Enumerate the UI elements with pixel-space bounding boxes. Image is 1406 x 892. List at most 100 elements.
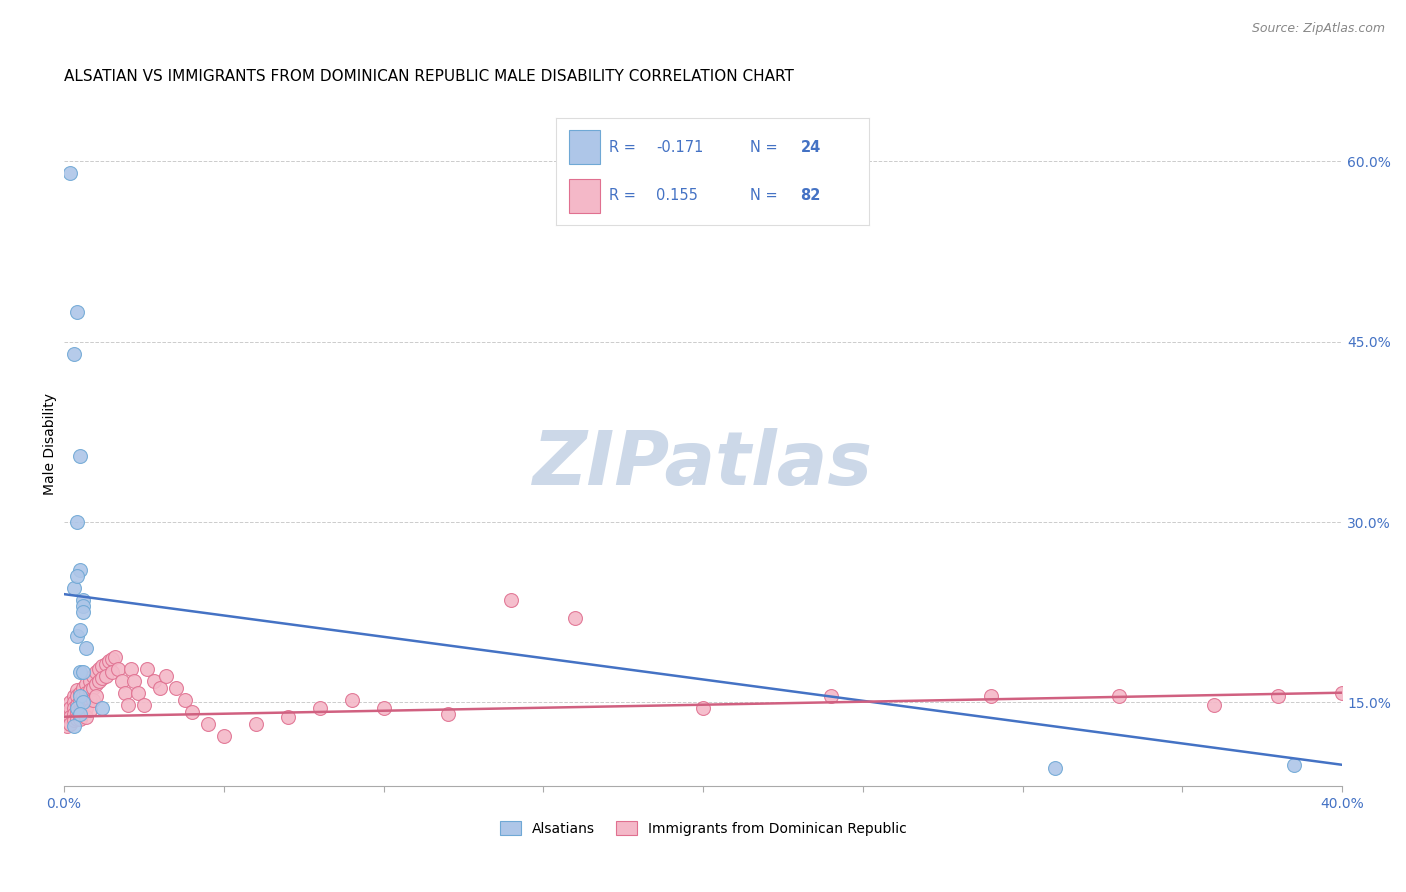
Point	[66, 701, 89, 715]
Point	[79, 673, 101, 688]
Point	[75, 686, 97, 700]
Point	[174, 693, 197, 707]
Point	[127, 686, 149, 700]
Point	[69, 563, 91, 577]
Point	[1284, 757, 1306, 772]
Point	[59, 701, 82, 715]
Point	[820, 690, 842, 704]
Point	[89, 673, 111, 688]
Point	[101, 652, 124, 666]
Point	[104, 649, 127, 664]
Point	[66, 683, 89, 698]
Point	[980, 690, 1002, 704]
Point	[212, 729, 235, 743]
Point	[91, 701, 114, 715]
Legend: Alsatians, Immigrants from Dominican Republic: Alsatians, Immigrants from Dominican Rep…	[495, 815, 912, 841]
Point	[59, 717, 82, 731]
Point	[72, 690, 94, 704]
Point	[79, 693, 101, 707]
Point	[66, 705, 89, 719]
Point	[84, 665, 107, 680]
Point	[72, 698, 94, 712]
Point	[94, 657, 117, 671]
Point	[132, 698, 155, 712]
Point	[66, 569, 89, 583]
Point	[101, 665, 124, 680]
Point	[91, 671, 114, 685]
Point	[340, 693, 363, 707]
Point	[82, 669, 104, 683]
Point	[114, 686, 136, 700]
Point	[1108, 690, 1130, 704]
Point	[120, 662, 142, 676]
Point	[56, 707, 79, 722]
Point	[69, 707, 91, 722]
Point	[84, 690, 107, 704]
Point	[277, 710, 299, 724]
Point	[1331, 686, 1354, 700]
Point	[62, 701, 84, 715]
Point	[62, 581, 84, 595]
Point	[72, 705, 94, 719]
Point	[69, 624, 91, 638]
Point	[79, 702, 101, 716]
Point	[59, 166, 82, 180]
Point	[62, 690, 84, 704]
Point	[136, 662, 159, 676]
Point	[149, 681, 172, 695]
Point	[117, 698, 139, 712]
Point	[75, 710, 97, 724]
Point	[66, 712, 89, 726]
Point	[97, 655, 120, 669]
Point	[107, 662, 129, 676]
Point	[72, 681, 94, 695]
Point	[165, 681, 187, 695]
Point	[62, 714, 84, 728]
Point	[1204, 698, 1226, 712]
Point	[69, 695, 91, 709]
Point	[59, 710, 82, 724]
Point	[1267, 690, 1289, 704]
Point	[59, 695, 82, 709]
Point	[62, 347, 84, 361]
Point	[72, 605, 94, 619]
Point	[72, 593, 94, 607]
Point	[56, 719, 79, 733]
Point	[72, 695, 94, 709]
Point	[66, 629, 89, 643]
Point	[84, 677, 107, 691]
Point	[66, 698, 89, 712]
Point	[56, 714, 79, 728]
Point	[1043, 761, 1066, 775]
Point	[66, 515, 89, 529]
Point	[69, 690, 91, 704]
Point	[62, 695, 84, 709]
Point	[155, 669, 177, 683]
Point	[69, 449, 91, 463]
Point	[69, 665, 91, 680]
Point	[79, 683, 101, 698]
Text: ZIPatlas: ZIPatlas	[533, 428, 873, 501]
Point	[82, 681, 104, 695]
Point	[72, 599, 94, 614]
Point	[69, 686, 91, 700]
Point	[75, 701, 97, 715]
Point	[180, 705, 202, 719]
Point	[62, 719, 84, 733]
Point	[142, 673, 165, 688]
Point	[94, 669, 117, 683]
Point	[373, 701, 395, 715]
Point	[245, 717, 267, 731]
Point	[72, 665, 94, 680]
Point	[91, 659, 114, 673]
Point	[62, 707, 84, 722]
Point	[82, 693, 104, 707]
Y-axis label: Male Disability: Male Disability	[44, 392, 58, 495]
Point	[69, 704, 91, 718]
Point	[197, 717, 219, 731]
Point	[124, 673, 146, 688]
Point	[436, 707, 458, 722]
Point	[75, 677, 97, 691]
Text: ALSATIAN VS IMMIGRANTS FROM DOMINICAN REPUBLIC MALE DISABILITY CORRELATION CHART: ALSATIAN VS IMMIGRANTS FROM DOMINICAN RE…	[65, 69, 794, 84]
Point	[501, 593, 523, 607]
